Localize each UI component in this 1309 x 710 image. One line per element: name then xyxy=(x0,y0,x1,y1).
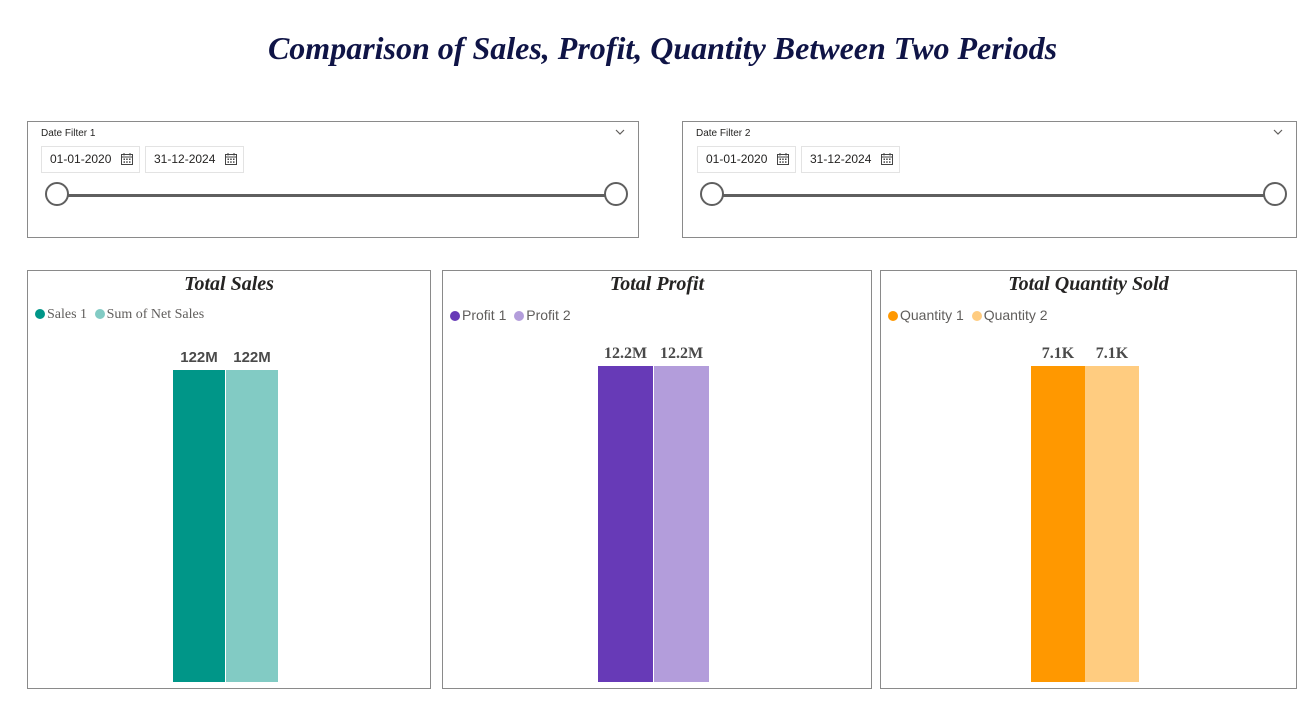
legend-dot-icon xyxy=(888,311,898,321)
bar-1[interactable] xyxy=(598,366,653,682)
chart-title: Total Profit xyxy=(609,273,705,295)
range-slider-end-handle[interactable] xyxy=(604,182,628,206)
chevron-down-icon[interactable] xyxy=(614,126,626,138)
chart-title: Total Sales xyxy=(184,273,274,295)
bar-plot: 7.1K 7.1K xyxy=(1031,345,1139,682)
legend-item[interactable]: Profit 2 xyxy=(514,307,571,323)
calendar-icon[interactable] xyxy=(225,153,237,165)
start-date-input[interactable]: 01-01-2020 xyxy=(697,146,796,173)
data-label: 12.2M xyxy=(604,345,647,362)
legend-item[interactable]: Quantity 2 xyxy=(971,307,1048,323)
bar-2[interactable] xyxy=(1085,366,1139,682)
total-quantity-chart: Total Quantity Sold Quantity 1 Quantity … xyxy=(880,270,1297,689)
bar-1[interactable] xyxy=(1031,366,1085,682)
chevron-down-icon[interactable] xyxy=(1272,126,1284,138)
page-title: Comparison of Sales, Profit, Quantity Be… xyxy=(267,30,1058,66)
chart-legend: Profit 1 Profit 2 xyxy=(450,307,575,323)
bar-plot: 122M 122M xyxy=(173,349,278,682)
legend-label: Sales 1 xyxy=(47,307,88,322)
range-slider-track[interactable] xyxy=(56,194,618,197)
range-slider-start-handle[interactable] xyxy=(700,182,724,206)
start-date-input[interactable]: 01-01-2020 xyxy=(41,146,140,173)
data-label: 122M xyxy=(233,349,271,366)
end-date-input[interactable]: 31-12-2024 xyxy=(145,146,244,173)
date-filter-2: Date Filter 2 01-01-2020 31-12-2024 xyxy=(682,121,1297,238)
legend-label: Sum of Net Sales xyxy=(106,307,205,322)
bar-2[interactable] xyxy=(226,370,278,682)
bar-2[interactable] xyxy=(654,366,709,682)
bar-1[interactable] xyxy=(173,370,225,682)
chart-title: Total Quantity Sold xyxy=(1008,273,1169,295)
legend-item[interactable]: Sum of Net Sales xyxy=(94,307,205,323)
data-label: 7.1K xyxy=(1042,345,1075,362)
legend-dot-icon xyxy=(514,311,525,321)
calendar-icon[interactable] xyxy=(777,153,789,165)
start-date-value: 01-01-2020 xyxy=(50,152,112,166)
data-label: 122M xyxy=(180,349,218,366)
calendar-icon[interactable] xyxy=(121,153,133,165)
end-date-input[interactable]: 31-12-2024 xyxy=(801,146,900,173)
legend-item[interactable]: Quantity 1 xyxy=(888,307,964,323)
bar-plot: 12.2M 12.2M xyxy=(598,345,709,682)
legend-item[interactable]: Profit 1 xyxy=(450,307,506,323)
chart-legend: Sales 1 Sum of Net Sales xyxy=(35,307,208,323)
legend-dot-icon xyxy=(450,311,460,321)
chart-legend: Quantity 1 Quantity 2 xyxy=(888,307,1052,323)
legend-item[interactable]: Sales 1 xyxy=(35,307,87,323)
legend-dot-icon xyxy=(94,309,105,319)
end-date-value: 31-12-2024 xyxy=(810,152,872,166)
date-filter-1: Date Filter 1 01-01-2020 31-12-2024 xyxy=(27,121,639,238)
range-slider-end-handle[interactable] xyxy=(1263,182,1287,206)
data-label: 12.2M xyxy=(660,345,703,362)
range-slider-start-handle[interactable] xyxy=(45,182,69,206)
legend-label: Profit 2 xyxy=(526,307,571,323)
legend-label: Quantity 1 xyxy=(900,307,964,323)
date-filter-2-label: Date Filter 2 xyxy=(696,128,751,139)
total-profit-chart: Total Profit Profit 1 Profit 2 12.2M 12.2… xyxy=(442,270,872,689)
legend-label: Profit 1 xyxy=(462,307,507,323)
data-label: 7.1K xyxy=(1096,345,1129,362)
start-date-value: 01-01-2020 xyxy=(706,152,768,166)
legend-dot-icon xyxy=(971,311,982,321)
legend-dot-icon xyxy=(35,309,45,319)
end-date-value: 31-12-2024 xyxy=(154,152,216,166)
legend-label: Quantity 2 xyxy=(983,307,1048,323)
calendar-icon[interactable] xyxy=(881,153,893,165)
total-sales-chart: Total Sales Sales 1 Sum of Net Sales 122… xyxy=(27,270,431,689)
range-slider-track[interactable] xyxy=(711,194,1276,197)
date-filter-1-label: Date Filter 1 xyxy=(41,128,96,139)
